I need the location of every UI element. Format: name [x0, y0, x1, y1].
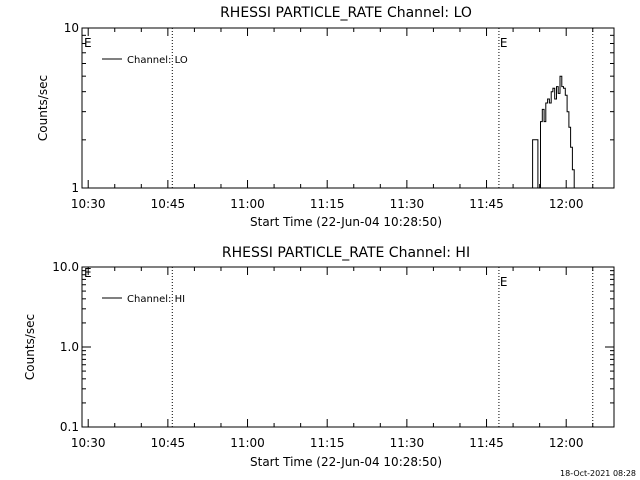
y-tick-label-lo: 10 [64, 21, 79, 35]
y-tick-label-lo: 1 [71, 181, 79, 195]
x-tick-label-lo: 11:30 [390, 197, 425, 211]
x-axis-label-hi: Start Time (22-Jun-04 10:28:50) [250, 455, 442, 469]
chart-title-hi: RHESSI PARTICLE_RATE Channel: HI [222, 245, 470, 261]
x-axis-label-lo: Start Time (22-Jun-04 10:28:50) [250, 215, 442, 229]
x-tick-label-lo: 12:00 [549, 197, 584, 211]
legend-entry-hi: Channel: HI [127, 294, 185, 305]
x-tick-label-hi: 11:45 [469, 436, 504, 450]
panel-hi: RHESSI PARTICLE_RATE Channel: HI 10:30 10… [23, 245, 615, 469]
event-lines-lo: E [171, 28, 594, 188]
x-tick-label-lo: 10:30 [71, 197, 106, 211]
y-axis-label-lo: Counts/sec [36, 75, 50, 141]
x-tick-label-hi: 12:00 [549, 436, 584, 450]
plot-frame-hi [81, 266, 615, 428]
y-tick-label-hi: 1.0 [60, 340, 79, 354]
x-tick-label-hi: 11:30 [390, 436, 425, 450]
x-tick-label-lo: 10:45 [151, 197, 186, 211]
corner-marker-lo: E [84, 36, 92, 50]
event-lines-hi: E [171, 267, 594, 427]
plot-frame-lo [81, 27, 615, 189]
y-axis-label-hi: Counts/sec [23, 314, 37, 380]
y-tick-label-hi: 0.1 [60, 420, 79, 434]
y-tick-label-hi: 10.0 [52, 260, 79, 274]
series-lo [532, 75, 575, 188]
chart-title-lo: RHESSI PARTICLE_RATE Channel: LO [220, 5, 472, 21]
x-tick-label-hi: 10:45 [151, 436, 186, 450]
panel-lo: RHESSI PARTICLE_RATE Channel: LO 10:30 10… [36, 5, 615, 229]
legend-entry-lo: Channel: LO [127, 55, 188, 66]
series-line-lo [532, 75, 575, 188]
y-ticks-lo: 1 10 [64, 21, 614, 195]
event-marker-hi: E [500, 275, 508, 289]
corner-marker-hi: E [84, 266, 92, 280]
x-tick-label-hi: 11:15 [310, 436, 345, 450]
x-ticks-hi: 10:30 10:45 11:00 11:15 11:30 11:45 12:00 [71, 267, 594, 450]
x-tick-label-lo: 11:45 [469, 197, 504, 211]
generation-timestamp: 18-Oct-2021 08:28 [560, 469, 636, 478]
x-tick-label-lo: 11:15 [310, 197, 345, 211]
y-ticks-hi: 0.1 1.0 10.0 [52, 260, 614, 434]
x-tick-label-lo: 11:00 [230, 197, 265, 211]
x-ticks-lo: 10:30 10:45 11:00 11:15 11:30 11:45 12:00 [71, 28, 594, 211]
x-tick-label-hi: 11:00 [230, 436, 265, 450]
x-tick-label-hi: 10:30 [71, 436, 106, 450]
event-marker-lo: E [500, 36, 508, 50]
